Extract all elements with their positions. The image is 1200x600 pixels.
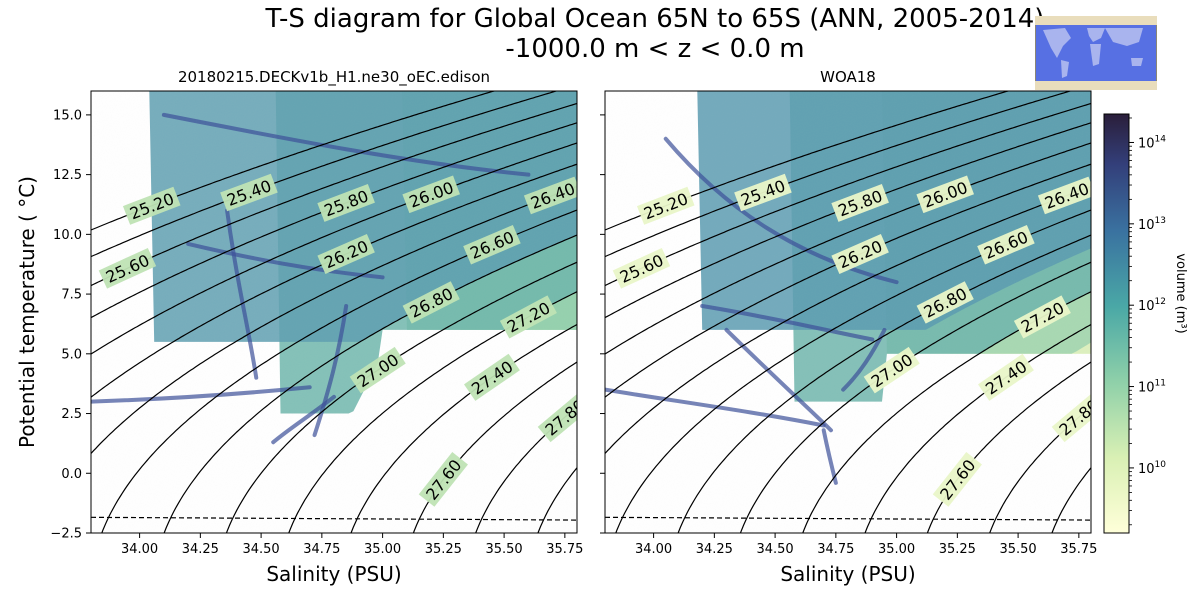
x-tick-label: 35.50 [485, 542, 522, 557]
y-tick-label: 2.5 [61, 407, 82, 422]
x-tick-label: 35.00 [878, 542, 915, 557]
world-map-icon [1034, 15, 1158, 91]
isopycnal-line [1051, 466, 1091, 533]
isopycnal-line [91, 91, 559, 258]
freezing-line [605, 516, 1091, 521]
colorbar-tick-exponent: 12 [1155, 297, 1166, 307]
x-tick-label: 35.75 [546, 542, 583, 557]
region-map-inset [1034, 15, 1158, 91]
x-tick-label: 34.25 [182, 542, 219, 557]
x-tick-label: 34.25 [696, 542, 733, 557]
isopycnal-line [605, 142, 1091, 355]
x-tick-label: 34.00 [121, 542, 158, 557]
x-tick-label: 35.25 [939, 542, 976, 557]
x-tick-label: 34.75 [303, 542, 340, 557]
x-tick-label: 34.75 [817, 542, 854, 557]
panel-title: WOA18 [820, 68, 876, 86]
isopycnal-line [677, 234, 1091, 533]
isopycnal-line [91, 142, 577, 355]
x-tick-label: 35.00 [364, 542, 401, 557]
y-tick-label: 7.5 [61, 288, 82, 303]
x-tick-label: 34.00 [635, 542, 672, 557]
isopycnal-line [739, 261, 1091, 533]
plot-frame [604, 90, 1092, 534]
colorbar-tick-exponent: 13 [1155, 216, 1166, 226]
y-tick-label: 0.0 [61, 467, 82, 482]
colorbar-tick-exponent: 11 [1155, 379, 1166, 389]
y-tick-label: −2.5 [50, 527, 82, 542]
y-tick-label: 15.0 [53, 108, 82, 123]
colorbar-gradient [1103, 113, 1130, 534]
colorbar-label: volume (m³) [1173, 253, 1188, 333]
x-axis-label: Salinity (PSU) [780, 562, 915, 586]
x-tick-label: 34.50 [242, 542, 279, 557]
figure-subtitle: -1000.0 m < z < 0.0 m [505, 34, 805, 64]
x-tick-label: 35.75 [1060, 542, 1097, 557]
isopycnal-line [101, 209, 577, 533]
x-axis-label: Salinity (PSU) [266, 562, 401, 586]
plot-frame [90, 90, 578, 534]
y-axis-label: Potential temperature ( °C) [15, 176, 39, 448]
colorbar-tick-label: 1014 [1138, 134, 1166, 151]
colorbar-tick-label: 1012 [1138, 297, 1166, 314]
colorbar-tick-label: 1011 [1138, 379, 1166, 396]
freezing-line [91, 516, 577, 521]
x-tick-label: 35.25 [425, 542, 462, 557]
colorbar-tick-label: 1013 [1138, 216, 1166, 233]
isopycnal-line [288, 291, 577, 533]
isopycnal-line [537, 466, 577, 533]
colorbar-tick-exponent: 10 [1155, 460, 1167, 470]
isopycnal-line [802, 291, 1091, 533]
isopycnal-line [225, 261, 577, 533]
figure-title: T-S diagram for Global Ocean 65N to 65S … [265, 4, 1045, 34]
x-tick-label: 34.50 [756, 542, 793, 557]
colorbar-tick-exponent: 14 [1155, 134, 1167, 144]
isopycnal-line [615, 209, 1091, 533]
x-tick-label: 35.50 [999, 542, 1036, 557]
y-tick-label: 12.5 [53, 168, 82, 183]
y-tick-label: 10.0 [53, 228, 82, 243]
isopycnal-line [163, 234, 577, 533]
y-tick-label: 5.0 [61, 347, 82, 362]
colorbar-tick-label: 1010 [1138, 460, 1166, 477]
isopycnal-line [605, 91, 1073, 258]
panel-title: 20180215.DECKv1b_H1.ne30_oEC.edison [178, 68, 490, 87]
